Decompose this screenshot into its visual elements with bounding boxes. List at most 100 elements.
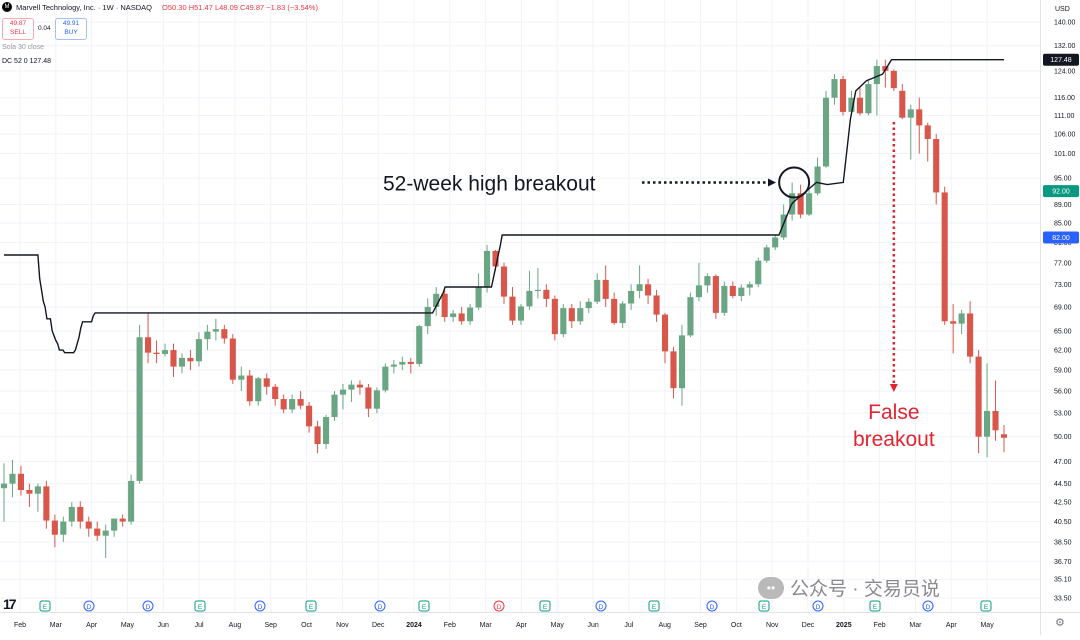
candle-body	[365, 387, 372, 409]
candle-body	[441, 293, 448, 318]
candle-body	[509, 296, 516, 321]
earnings-marker-box	[418, 600, 430, 612]
candle-body	[967, 313, 974, 357]
time-tick-label: Nov	[766, 622, 779, 629]
event-marker-letter: E	[43, 604, 48, 611]
time-tick-label: 2024	[406, 622, 422, 629]
time-axis[interactable]: Feb Mar Apr May Jun Jul Aug Sep Oct Nov Dec 2024 Feb…	[0, 612, 1040, 635]
price-tick-label: 124.00	[1054, 68, 1076, 75]
buy-button[interactable]: 49.91 BUY	[55, 18, 87, 40]
price-tick-label: 140.00	[1054, 20, 1076, 27]
time-tick-label: Dec	[802, 622, 815, 629]
candle-body	[424, 306, 431, 327]
indicator-price-tag: 82.00	[1052, 235, 1070, 242]
time-tick-label: May	[551, 622, 565, 629]
dividend-marker-circle	[493, 600, 505, 612]
candle-body	[577, 308, 584, 322]
price-tick-label: 44.50	[1054, 481, 1072, 488]
candle-body	[238, 375, 245, 380]
dividend-marker: D	[812, 600, 824, 612]
candle-body	[653, 295, 660, 315]
dividend-marker-circle	[812, 600, 824, 612]
sell-label: SELL	[10, 29, 26, 36]
price-tick-label: 40.50	[1054, 519, 1072, 526]
dividend-marker-circle	[922, 600, 934, 612]
event-marker-letter: D	[710, 604, 715, 611]
indicator-price-tag-bg	[1043, 231, 1079, 244]
candle-body	[255, 378, 262, 402]
candle-body	[331, 394, 338, 418]
price-axis[interactable]: USD 140.00 132.00 124.00 116.00 111.00 106.00 1…	[1040, 0, 1080, 612]
earnings-marker: E	[418, 600, 430, 612]
dividend-marker: D	[706, 600, 718, 612]
watermark: •• 公众号 · 交易员说	[758, 574, 940, 601]
indicator-legend-2[interactable]: DC 52 0 127.48	[2, 58, 52, 65]
buy-label: BUY	[64, 29, 78, 36]
indicator-legend-1[interactable]: Sola 30 close	[2, 44, 45, 51]
tradingview-logo-icon[interactable]: 17	[3, 596, 17, 612]
sell-button[interactable]: 49.87 SELL	[2, 18, 34, 40]
candle-body	[890, 70, 897, 89]
buy-price: 49.91	[62, 20, 80, 27]
candle-body	[746, 284, 753, 288]
price-tick-label: 101.00	[1054, 151, 1076, 158]
candle-body	[729, 285, 736, 297]
candle-body	[687, 297, 694, 336]
candle-body	[772, 237, 779, 248]
time-tick-label: Apr	[946, 622, 958, 629]
candle-body	[373, 390, 380, 409]
dividend-marker-circle	[374, 600, 386, 612]
candle-body	[145, 337, 152, 353]
candle-body	[780, 214, 787, 238]
candle-body	[34, 486, 41, 494]
candle-body	[611, 298, 618, 324]
time-tick-label: Apr	[516, 622, 528, 629]
time-tick-label: Mar	[50, 622, 63, 629]
candle-body	[916, 109, 923, 126]
price-tick-label: 35.10	[1054, 577, 1072, 584]
candle-body	[51, 520, 58, 535]
price-tick-label: 56.00	[1054, 389, 1072, 396]
earnings-marker-box	[980, 600, 992, 612]
candle-body	[416, 326, 423, 364]
candle-body	[229, 338, 236, 380]
watermark-text: 公众号 · 交易员说	[790, 579, 940, 600]
false-breakout-arrow-head	[889, 384, 898, 392]
price-chart[interactable]: 52-week high breakout False breakout E D D E D E…	[0, 0, 1040, 612]
event-marker-letter: E	[198, 604, 203, 611]
candle-body	[636, 284, 643, 291]
candle-body	[467, 307, 474, 322]
breakout-arrow-head	[768, 178, 776, 187]
candle-body	[628, 290, 635, 304]
candle-body	[992, 410, 999, 431]
candle-body	[43, 486, 50, 521]
candle-body	[678, 335, 686, 389]
candle-body	[119, 518, 126, 522]
candle-body	[348, 384, 355, 390]
dividend-marker: D	[83, 600, 95, 612]
last-price-tag: 92.00	[1052, 189, 1070, 196]
candle-body	[161, 350, 169, 354]
earnings-marker-box	[869, 600, 881, 612]
candle-body	[178, 357, 186, 367]
currency-label: USD	[1055, 6, 1070, 13]
time-tick-label: 2025	[836, 622, 852, 629]
event-marker-letter: D	[87, 604, 92, 611]
symbol-title[interactable]: Marvell Technology, Inc. · 1W · NASDAQ	[16, 2, 153, 12]
candle-body	[958, 313, 965, 324]
time-tick-label: Nov	[336, 622, 349, 629]
candle-body	[695, 285, 702, 298]
price-tick-label: 47.00	[1054, 459, 1072, 466]
event-marker-letter: E	[873, 604, 878, 611]
dividend-marker: D	[922, 600, 934, 612]
candle-body	[212, 329, 219, 332]
candle-body	[721, 285, 728, 313]
earnings-marker-box	[648, 600, 660, 612]
earnings-marker-box	[758, 600, 770, 612]
time-tick-label: Mar	[909, 622, 922, 629]
axis-settings-button[interactable]: ⚙	[1040, 612, 1080, 635]
candle-body	[263, 378, 270, 387]
candle-body	[111, 518, 118, 531]
candle-body	[568, 308, 575, 322]
chart-area[interactable]: 52-week high breakout False breakout E D D E D E…	[0, 0, 1040, 612]
